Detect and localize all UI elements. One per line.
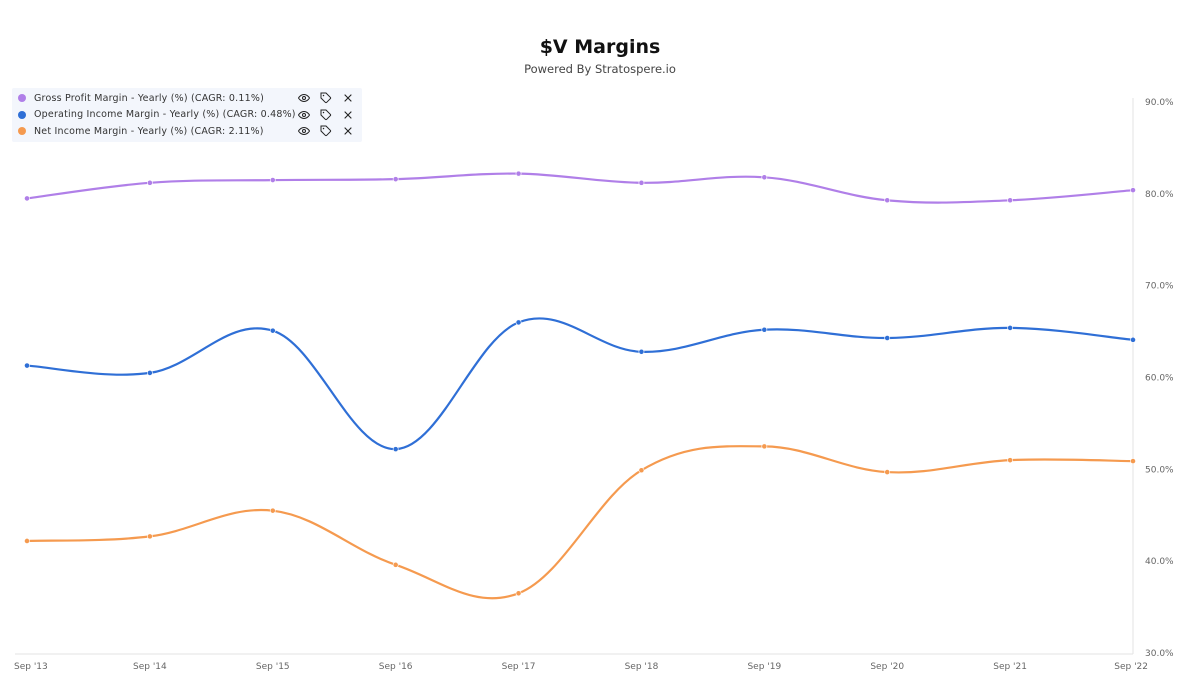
legend-dot (18, 94, 26, 103)
y-tick-label: 50.0% (1145, 465, 1174, 475)
legend-item-operating-income[interactable]: Operating Income Margin - Yearly (%) (CA… (12, 107, 362, 124)
legend-label: Gross Profit Margin - Yearly (%) (CAGR: … (34, 92, 265, 104)
close-icon[interactable] (341, 125, 354, 138)
legend-label: Net Income Margin - Yearly (%) (CAGR: 2.… (34, 125, 264, 137)
y-tick-label: 90.0% (1145, 98, 1174, 108)
data-point-operating-income[interactable] (392, 446, 399, 453)
legend-dot (18, 127, 26, 136)
x-tick-label: Sep '17 (502, 662, 536, 672)
data-point-net-income[interactable] (884, 469, 891, 475)
data-point-net-income[interactable] (24, 538, 30, 544)
series-line-gross-profit (26, 172, 1134, 204)
data-point-net-income[interactable] (269, 507, 276, 514)
tag-icon[interactable] (319, 125, 332, 138)
legend-label: Operating Income Margin - Yearly (%) (CA… (34, 109, 296, 121)
y-tick-label: 70.0% (1145, 282, 1174, 292)
data-point-operating-income[interactable] (24, 362, 30, 369)
series-line-net-income (26, 445, 1134, 600)
data-point-gross-profit[interactable] (146, 179, 153, 186)
y-tick-label: 30.0% (1145, 649, 1174, 659)
x-tick-label: Sep '22 (1114, 662, 1148, 672)
y-tick-label: 40.0% (1145, 557, 1174, 567)
data-point-operating-income[interactable] (1007, 325, 1014, 331)
eye-icon[interactable] (297, 92, 310, 105)
legend: Gross Profit Margin - Yearly (%) (CAGR: … (12, 88, 362, 142)
x-tick-label: Sep '20 (870, 662, 904, 672)
close-icon[interactable] (341, 92, 354, 105)
x-tick-label: Sep '21 (993, 662, 1027, 672)
chart-title: $V Margins (539, 36, 661, 58)
y-tick-label: 80.0% (1145, 190, 1174, 200)
data-point-net-income[interactable] (761, 443, 768, 450)
data-point-gross-profit[interactable] (24, 195, 30, 202)
data-point-operating-income[interactable] (884, 335, 891, 341)
legend-item-net-income[interactable]: Net Income Margin - Yearly (%) (CAGR: 2.… (12, 123, 362, 140)
legend-dot (18, 110, 26, 119)
data-point-net-income[interactable] (146, 533, 153, 540)
x-tick-label: Sep '16 (379, 662, 413, 672)
data-point-gross-profit[interactable] (638, 179, 645, 186)
eye-icon[interactable] (297, 125, 310, 138)
data-point-operating-income[interactable] (269, 327, 276, 334)
eye-icon[interactable] (297, 108, 310, 121)
data-point-operating-income[interactable] (1130, 336, 1136, 343)
data-point-gross-profit[interactable] (1007, 197, 1014, 204)
data-point-net-income[interactable] (515, 590, 522, 597)
data-point-gross-profit[interactable] (392, 176, 399, 183)
data-point-gross-profit[interactable] (269, 177, 276, 183)
data-point-operating-income[interactable] (638, 348, 645, 355)
x-tick-label: Sep '15 (256, 662, 290, 672)
x-tick-label: Sep '18 (625, 662, 659, 672)
x-tick-label: Sep '14 (133, 662, 167, 672)
data-point-operating-income[interactable] (146, 370, 153, 376)
data-point-gross-profit[interactable] (515, 170, 522, 177)
data-point-net-income[interactable] (1007, 457, 1014, 464)
x-tick-label: Sep '19 (747, 662, 781, 672)
data-point-operating-income[interactable] (515, 319, 522, 326)
close-icon[interactable] (341, 108, 354, 121)
data-point-gross-profit[interactable] (761, 174, 768, 181)
tag-icon[interactable] (319, 108, 332, 121)
series-line-operating-income (26, 317, 1134, 451)
data-point-net-income[interactable] (638, 467, 645, 474)
data-point-operating-income[interactable] (761, 326, 768, 333)
data-point-net-income[interactable] (392, 561, 399, 568)
data-point-gross-profit[interactable] (1130, 187, 1136, 194)
tag-icon[interactable] (319, 92, 332, 105)
series-lines (24, 170, 1136, 600)
chart-subtitle: Powered By Stratospere.io (524, 62, 676, 76)
data-point-gross-profit[interactable] (884, 197, 891, 204)
legend-item-gross-profit[interactable]: Gross Profit Margin - Yearly (%) (CAGR: … (12, 90, 362, 107)
axes: 30.0% 40.0% 50.0% 60.0% 70.0% 80.0% 90.0% Sep '… (14, 98, 1174, 672)
y-tick-label: 60.0% (1145, 374, 1174, 384)
data-point-net-income[interactable] (1130, 458, 1136, 464)
x-tick-label: Sep '13 (14, 662, 48, 672)
